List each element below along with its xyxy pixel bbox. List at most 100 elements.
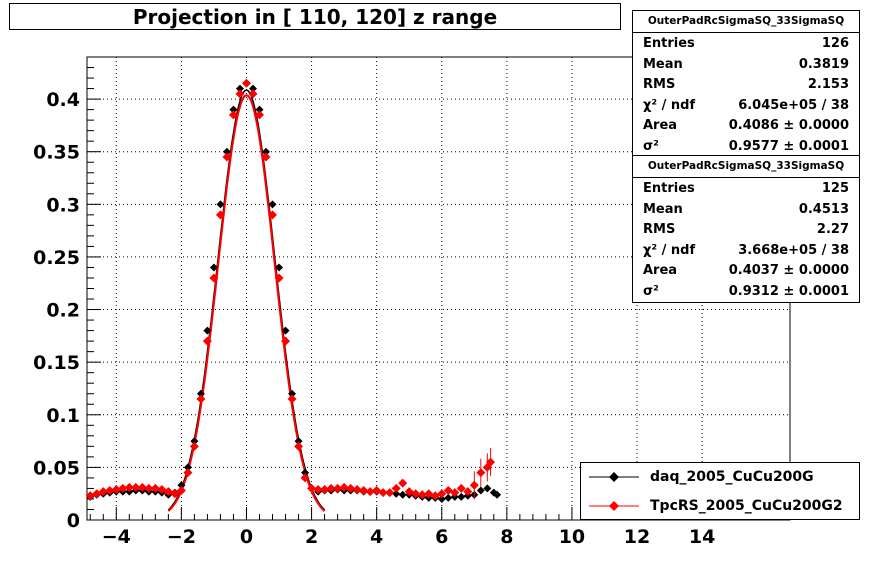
data-point (288, 389, 297, 398)
stats-value: 0.9577 ± 0.0001 (728, 138, 849, 154)
data-point (235, 89, 245, 99)
data-point (254, 110, 264, 120)
x-tick-label: 8 (500, 526, 513, 548)
data-point (202, 336, 212, 346)
stats-row: RMS 2.153 (633, 75, 859, 96)
data-point (222, 147, 231, 156)
legend-marker-black (589, 472, 639, 482)
stats-value: 0.9312 ± 0.0001 (728, 283, 849, 299)
x-tick-label: 2 (305, 526, 318, 548)
data-point (333, 483, 343, 493)
data-point (209, 263, 218, 272)
stats-label: χ² / ndf (643, 97, 696, 113)
data-point (274, 273, 284, 283)
stats-value: 3.668e+05 / 38 (738, 242, 849, 258)
data-point (437, 494, 446, 503)
y-tick-label: 0.1 (46, 405, 80, 427)
legend: daq_2005_CuCu200G TpcRS_2005_CuCu200G2 (580, 462, 860, 520)
stats-label: RMS (643, 222, 676, 237)
stats-box-1-name: OuterPadRcSigmaSQ_33SigmaSQ (633, 11, 859, 33)
data-point (300, 473, 310, 483)
data-point (391, 483, 401, 493)
series-daq (86, 79, 502, 503)
y-tick-label: 0.05 (33, 457, 80, 479)
data-point (294, 441, 304, 451)
data-point (131, 482, 141, 492)
data-point (268, 200, 277, 209)
stats-value: 0.4037 ± 0.0000 (728, 263, 849, 278)
stats-value: 126 (821, 36, 849, 51)
data-point (111, 484, 121, 494)
stats-row: Mean 0.4513 (633, 200, 859, 221)
data-point (118, 483, 128, 493)
data-point (216, 200, 225, 209)
data-point (255, 105, 264, 114)
stats-box-2-name: OuterPadRcSigmaSQ_33SigmaSQ (633, 156, 859, 178)
data-point (346, 483, 356, 493)
stats-row: σ² 0.9577 ± 0.0001 (633, 137, 859, 158)
stats-row: Area 0.4086 ± 0.0000 (633, 116, 859, 137)
data-point (228, 110, 238, 120)
stats-row: σ² 0.9312 ± 0.0001 (633, 282, 859, 303)
stats-label: σ² (643, 283, 659, 299)
data-point (320, 484, 330, 494)
data-point (170, 489, 180, 499)
legend-entry-tpcrs: TpcRS_2005_CuCu200G2 (581, 492, 859, 521)
stats-label: Area (643, 263, 678, 278)
chart-title: Projection in [ 110, 120] z range (9, 3, 621, 30)
legend-label-tpcrs: TpcRS_2005_CuCu200G2 (650, 498, 843, 514)
legend-entry-daq: daq_2005_CuCu200G (581, 463, 859, 492)
data-point (222, 152, 232, 162)
y-tick-label: 0.3 (46, 194, 80, 216)
x-tick-label: 6 (435, 526, 448, 548)
data-point (281, 326, 290, 335)
data-point (261, 152, 271, 162)
data-point (177, 481, 186, 490)
data-point (275, 263, 284, 272)
data-point (241, 78, 251, 88)
data-point (196, 389, 205, 398)
data-point (215, 210, 225, 220)
data-point (493, 490, 502, 499)
stats-row: RMS 2.27 (633, 220, 859, 241)
stats-label: Entries (643, 36, 695, 51)
data-point (287, 394, 297, 404)
data-point (105, 486, 115, 496)
stats-label: Mean (643, 56, 683, 72)
data-point (183, 463, 192, 472)
data-point (365, 487, 375, 497)
x-tick-label: 0 (240, 526, 253, 548)
data-point (262, 147, 271, 156)
data-point (294, 437, 303, 446)
data-point (411, 489, 421, 499)
stats-value: 0.4513 (798, 201, 849, 217)
stats-label: χ² / ndf (643, 242, 696, 258)
data-point (98, 487, 108, 497)
x-tick-label: 4 (370, 526, 383, 548)
legend-marker-red (589, 501, 639, 511)
y-tick-label: 0 (67, 510, 80, 532)
data-point (326, 483, 336, 493)
data-point (483, 484, 492, 493)
stats-label: RMS (643, 77, 676, 92)
stats-label: Area (643, 118, 678, 133)
stats-row: χ² / ndf 6.045e+05 / 38 (633, 96, 859, 117)
x-tick-label: −4 (102, 526, 131, 548)
data-point (352, 484, 362, 494)
stats-row: Entries 126 (633, 34, 859, 55)
data-point (235, 84, 244, 93)
data-point (229, 105, 238, 114)
stats-value: 6.045e+05 / 38 (738, 97, 849, 113)
data-point (437, 489, 447, 499)
data-point (463, 487, 473, 497)
data-point (124, 482, 134, 492)
series-tpcrs (85, 78, 496, 501)
y-tick-label: 0.2 (46, 300, 80, 322)
data-point (457, 492, 466, 501)
chart-title-text: Projection in [ 110, 120] z range (132, 4, 498, 29)
legend-label-daq: daq_2005_CuCu200G (650, 469, 814, 485)
data-point (398, 490, 407, 499)
data-point (176, 486, 186, 496)
data-point (144, 483, 154, 493)
data-point (417, 490, 427, 500)
